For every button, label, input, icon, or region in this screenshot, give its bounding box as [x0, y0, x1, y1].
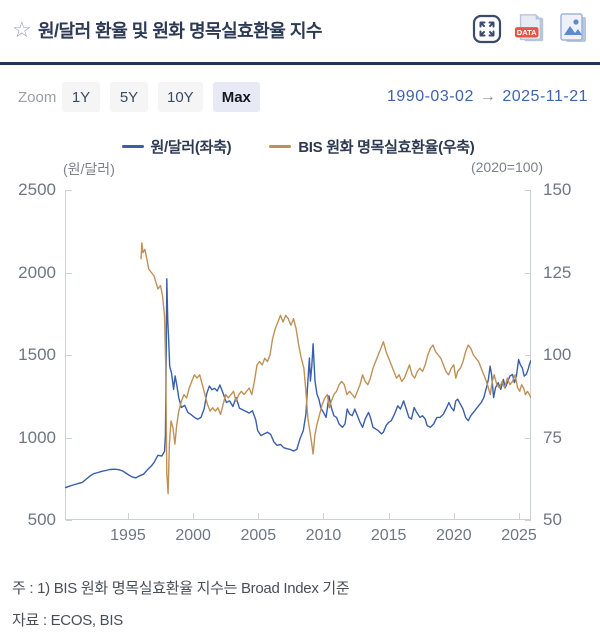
zoom-button-1y[interactable]: 1Y — [62, 82, 100, 112]
page-title: 원/달러 환율 및 원화 명목실효환율 지수 — [38, 21, 322, 41]
y-left-tick-label: 1000 — [18, 427, 56, 447]
y-left-tick-label: 2000 — [18, 262, 56, 282]
legend-dash-tan — [269, 145, 292, 148]
fullscreen-icon[interactable] — [470, 12, 504, 46]
footnote: 주 : 1) BIS 원화 명목실효환율 지수는 Broad Index 기준 — [12, 580, 350, 597]
x-tick — [453, 513, 455, 520]
series-line-right — [140, 242, 531, 495]
footer: 주 : 1) BIS 원화 명목실효환율 지수는 Broad Index 기준 … — [12, 577, 350, 641]
zoom-label: Zoom — [18, 89, 57, 106]
date-range[interactable]: 1990-03-02 → 2025-11-21 — [387, 88, 588, 106]
y-right-tick-label: 125 — [543, 262, 572, 282]
x-tick-label: 1995 — [110, 527, 146, 544]
right-axis-unit-label: (2020=100) — [470, 159, 543, 175]
y-right-tick — [525, 190, 531, 191]
plot-lines — [65, 242, 531, 495]
y-right-tick — [525, 272, 531, 274]
left-axis-unit-label: (원/달러) — [63, 161, 115, 177]
image-download-icon[interactable] — [556, 12, 590, 46]
legend-label-bis-neer: BIS 원화 명목실효환율(우축) — [298, 139, 475, 156]
y-right-tick-label: 100 — [543, 345, 572, 364]
y-left-tick-label: 2500 — [18, 180, 56, 199]
y-left-tick — [66, 272, 72, 274]
x-tick-label: 2000 — [175, 527, 211, 544]
x-tick — [193, 513, 195, 520]
legend-item-bis-neer[interactable]: BIS 원화 명목실효환율(우축) — [269, 136, 475, 157]
x-tick-label: 2015 — [370, 527, 407, 544]
legend-label-krw-usd: 원/달러(좌축) — [150, 139, 232, 156]
series-line-left — [65, 278, 531, 489]
zoom-buttons: 1Y 5Y 10Y Max — [62, 82, 260, 112]
legend: 원/달러(좌축) BIS 원화 명목실효환율(우축) — [65, 136, 531, 157]
date-arrow-icon: → — [479, 88, 497, 105]
plot-border — [65, 190, 531, 520]
x-tick — [127, 513, 129, 520]
zoom-button-10y[interactable]: 10Y — [158, 82, 203, 112]
date-start[interactable]: 1990-03-02 — [387, 88, 474, 105]
y-left-tick — [66, 520, 72, 521]
x-tick-label: 2020 — [436, 527, 472, 544]
legend-dash-blue — [121, 145, 144, 148]
y-right-tick — [525, 520, 531, 521]
y-right-tick-label: 50 — [543, 510, 562, 529]
header-icons: DATA — [470, 12, 590, 46]
y-left-tick — [66, 437, 72, 439]
x-tick-label: 2025 — [501, 527, 537, 544]
zoom-button-max[interactable]: Max — [212, 82, 260, 112]
header: ☆ 원/달러 환율 및 원화 명목실효환율 지수 — [0, 0, 600, 62]
y-left-tick-label: 1500 — [18, 345, 56, 364]
y-right-tick-label: 150 — [543, 180, 572, 199]
y-left-tick-label: 500 — [27, 510, 56, 529]
y-left-tick — [66, 190, 72, 191]
x-tick — [519, 513, 520, 520]
zoom-button-5y[interactable]: 5Y — [110, 82, 148, 112]
x-tick — [388, 513, 390, 520]
y-right-tick — [525, 355, 531, 356]
date-end[interactable]: 2025-11-21 — [502, 88, 588, 105]
y-right-tick-label: 75 — [543, 427, 562, 447]
x-tick-label: 2005 — [240, 527, 277, 544]
toolbar: Zoom 1Y 5Y 10Y Max 1990-03-02 → 2025-11-21 — [0, 82, 600, 114]
legend-item-krw-usd[interactable]: 원/달러(좌축) — [121, 136, 232, 157]
y-right-tick — [525, 437, 531, 439]
favorite-star-icon[interactable]: ☆ — [12, 17, 32, 42]
data-download-icon[interactable]: DATA — [513, 12, 547, 46]
x-tick-label: 2010 — [305, 527, 342, 544]
header-divider — [0, 62, 600, 65]
svg-text:DATA: DATA — [517, 28, 537, 37]
x-tick — [258, 513, 260, 520]
source-note: 자료 : ECOS, BIS — [12, 612, 123, 629]
y-left-tick — [66, 355, 72, 356]
x-tick — [323, 513, 325, 520]
